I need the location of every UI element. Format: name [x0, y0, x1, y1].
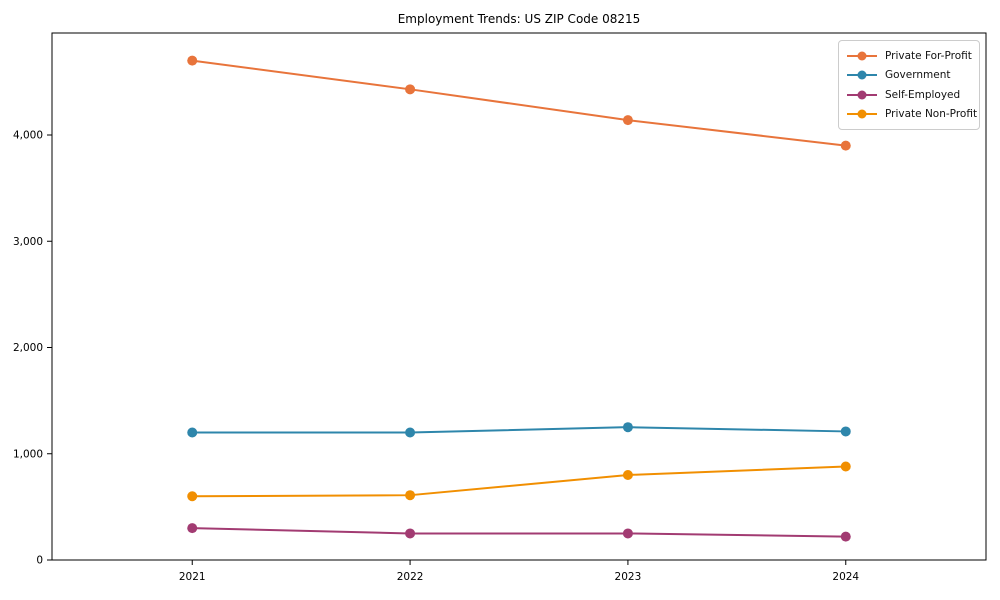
y-tick-label: 0	[36, 555, 43, 567]
legend-item-label: Private Non-Profit	[885, 108, 978, 121]
legend-item-self-employed: Self-Employed	[846, 85, 971, 105]
data-point-marker	[622, 115, 633, 126]
data-point-marker	[405, 528, 416, 539]
legend-line-marker-icon	[847, 51, 877, 61]
legend-item-label: Government	[885, 69, 951, 82]
data-point-marker	[840, 461, 851, 472]
data-point-marker	[187, 427, 198, 438]
data-point-marker	[187, 55, 198, 66]
series-line-government	[191, 426, 847, 434]
x-tick-label: 2024	[832, 571, 859, 583]
legend-item-label: Private For-Profit	[885, 49, 972, 62]
data-point-marker	[840, 531, 851, 542]
y-tick-label: 2,000	[13, 342, 43, 354]
x-tick-label: 2023	[615, 571, 642, 583]
chart-title: Employment Trends: US ZIP Code 08215	[397, 12, 641, 26]
data-point-marker	[840, 140, 851, 151]
data-point-marker	[405, 427, 416, 438]
legend-line-marker-icon	[847, 70, 877, 80]
data-point-marker	[622, 528, 633, 539]
data-point-marker	[622, 470, 633, 480]
series-line-self-employed	[191, 527, 847, 538]
legend-item-government: Government	[846, 66, 971, 86]
y-tick-label: 4,000	[13, 130, 43, 142]
x-tick-label: 2021	[179, 571, 206, 583]
legend-item-private-non-profit: Private Non-Profit	[846, 105, 977, 125]
x-tick-label: 2022	[397, 571, 424, 583]
legend-line-marker-icon	[847, 90, 877, 100]
legend-item-private-for-profit: Private For-Profit	[846, 46, 972, 66]
legend: Private For-Profit Government Self-Employe…	[838, 40, 980, 130]
y-tick-label: 1,000	[13, 448, 43, 460]
y-tick-label: 3,000	[13, 236, 43, 248]
data-point-marker	[405, 84, 416, 95]
series-line-private-for-profit	[191, 59, 847, 147]
legend-item-label: Self-Employed	[885, 88, 961, 101]
data-point-marker	[405, 490, 416, 501]
axes-spines	[51, 32, 987, 561]
data-point-marker	[187, 523, 198, 534]
data-point-marker	[622, 422, 633, 433]
legend-line-marker-icon	[847, 109, 877, 119]
data-point-marker	[840, 426, 851, 437]
data-point-marker	[187, 491, 198, 502]
series-line-private-non-profit	[191, 465, 847, 498]
